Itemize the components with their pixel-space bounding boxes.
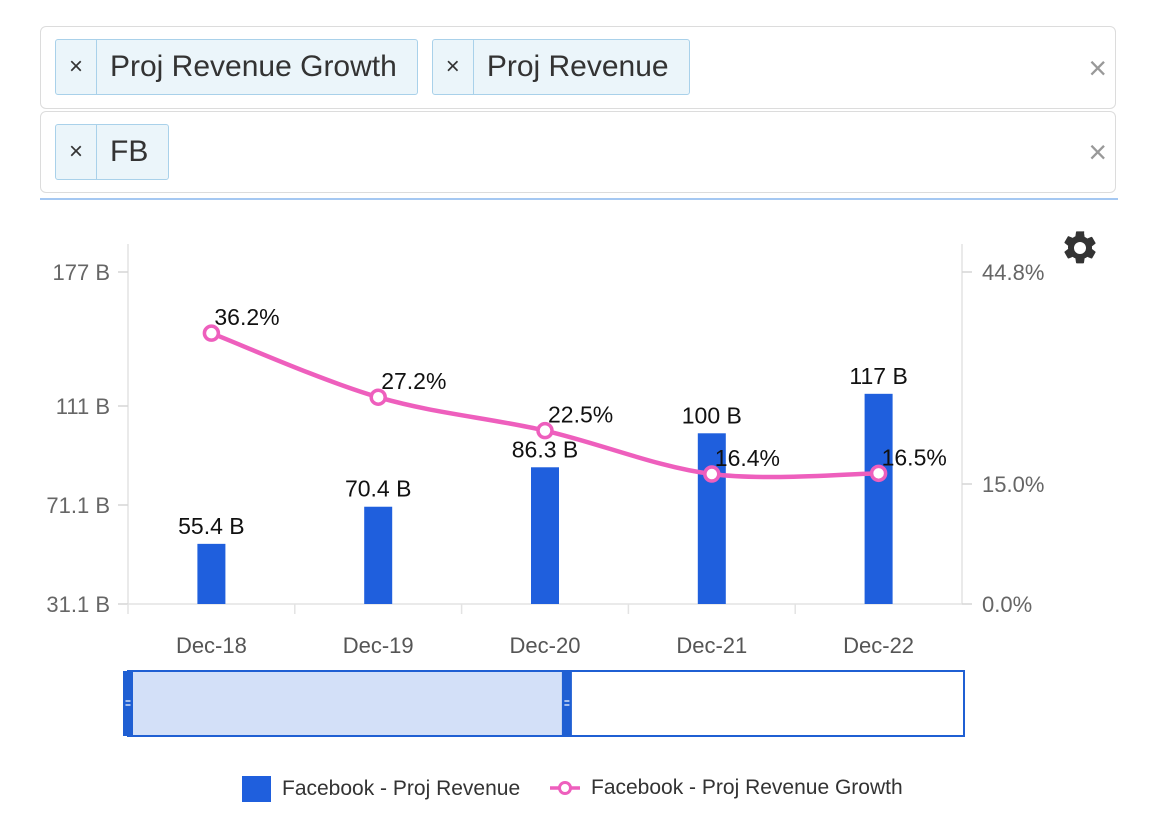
- legend-bar-swatch: [242, 776, 271, 802]
- bar-data-label: 100 B: [682, 402, 742, 428]
- growth-point[interactable]: [869, 464, 888, 483]
- clear-metrics-icon[interactable]: ×: [1088, 49, 1107, 86]
- remove-chip-icon[interactable]: ×: [433, 40, 474, 94]
- revenue-bar[interactable]: [197, 543, 226, 604]
- gear-icon[interactable]: [1060, 228, 1100, 268]
- chip-label: FB: [110, 135, 149, 168]
- bar-data-label: 55.4 B: [178, 513, 245, 539]
- bar-data-label: 70.4 B: [345, 476, 412, 502]
- x-tick-label: Dec-21: [676, 633, 747, 658]
- x-tick-label: Dec-19: [343, 633, 414, 658]
- growth-point[interactable]: [369, 388, 387, 406]
- remove-chip-icon[interactable]: ×: [56, 40, 97, 94]
- line-data-label: 36.2%: [214, 304, 279, 330]
- left-tick-label: 177 B: [53, 260, 111, 285]
- range-handle-left[interactable]: [123, 671, 133, 736]
- chip-label: Proj Revenue: [486, 50, 669, 83]
- left-tick-label: 111 B: [56, 394, 110, 419]
- legend-label: Facebook - Proj Revenue Growth: [591, 776, 903, 799]
- legend-item-proj-revenue-growth[interactable]: Facebook - Proj Revenue Growth: [550, 776, 903, 800]
- ticker-filter-box[interactable]: × FB ×: [40, 111, 1116, 193]
- legend-label: Facebook - Proj Revenue: [282, 777, 521, 800]
- line-data-label: 22.5%: [548, 402, 613, 428]
- right-tick-label: 0.0%: [982, 592, 1032, 617]
- left-tick-label: 71.1 B: [46, 493, 110, 518]
- revenue-bar[interactable]: [864, 393, 893, 604]
- revenue-bar[interactable]: [697, 433, 726, 604]
- metric-filter-box[interactable]: × Proj Revenue Growth × Proj Revenue ×: [40, 26, 1116, 109]
- line-data-label: 16.5%: [882, 444, 947, 470]
- clear-tickers-icon[interactable]: ×: [1088, 134, 1107, 170]
- x-tick-label: Dec-18: [176, 633, 247, 658]
- separator-line: [40, 198, 1118, 200]
- remove-chip-icon[interactable]: ×: [56, 125, 97, 179]
- right-tick-label: 44.8%: [982, 260, 1044, 285]
- line-data-label: 16.4%: [715, 445, 780, 471]
- line-data-label: 27.2%: [381, 368, 446, 394]
- legend-item-proj-revenue[interactable]: Facebook - Proj Revenue: [242, 776, 520, 802]
- range-selection[interactable]: [127, 670, 568, 737]
- revenue-bar[interactable]: [531, 467, 559, 604]
- bar-data-label: 117 B: [849, 363, 907, 389]
- revenue-bar[interactable]: [364, 506, 393, 604]
- x-tick-label: Dec-20: [510, 633, 581, 658]
- growth-point[interactable]: [536, 421, 554, 440]
- chip-proj-revenue: × Proj Revenue: [431, 39, 690, 95]
- chip-proj-revenue-growth: × Proj Revenue Growth: [55, 39, 418, 95]
- growth-point[interactable]: [703, 465, 721, 483]
- right-tick-label: 15.0%: [982, 472, 1044, 497]
- chip-fb: × FB: [55, 124, 170, 180]
- chip-label: Proj Revenue Growth: [110, 50, 397, 83]
- chart-legend: Facebook - Proj Revenue Facebook - Proj …: [0, 772, 1164, 806]
- x-tick-label: Dec-22: [843, 633, 914, 658]
- bar-data-label: 86.3 B: [512, 436, 579, 462]
- range-handle-right[interactable]: [561, 671, 572, 736]
- combo-chart: 31.1 B 71.1 B 111 B 177 B 0.0% 15.0% 44.8% 55.4…: [46, 244, 1044, 737]
- left-tick-label: 31.1 B: [46, 592, 110, 617]
- growth-point[interactable]: [202, 324, 221, 342]
- legend-line-swatch: [550, 781, 580, 795]
